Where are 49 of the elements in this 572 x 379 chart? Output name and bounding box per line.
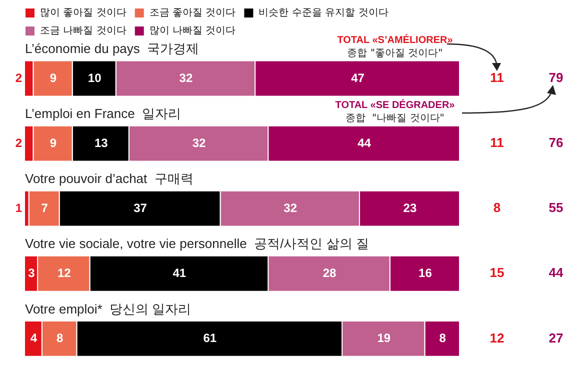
text: 15	[490, 265, 504, 280]
data-label: 32	[192, 136, 206, 150]
annotation: TOTAL «SE DÉGRADER»	[335, 99, 456, 112]
y-tick-label: Votre vie sociale, votre vie personnelle 공적/사적인 삶의 질	[25, 236, 369, 252]
data-label: 28	[322, 266, 336, 280]
text: 44	[548, 265, 564, 280]
legend-label: 조금 나빠질 것이다	[40, 26, 126, 37]
annotation: 종합 "나빠질 것이다"	[346, 112, 444, 124]
data-label: 32	[179, 70, 193, 85]
data-label: 37	[134, 200, 148, 215]
data-label: 44	[358, 136, 372, 150]
y-tick-label: Votre emploi* 당신의 일자리	[25, 301, 192, 316]
data-label: 2	[15, 70, 22, 85]
data-label: 9	[50, 70, 57, 85]
text: 11	[490, 135, 504, 150]
data-label: 7	[41, 200, 48, 215]
data-label: 41	[172, 266, 186, 280]
text: 11	[490, 70, 504, 86]
y-tick-label: L’économie du pays 국가경제	[25, 41, 200, 56]
data-label: 13	[94, 136, 108, 150]
text: 12	[490, 330, 504, 346]
text: 76	[548, 135, 564, 150]
legend-label: 많이 나빠질 것이다	[149, 26, 236, 37]
y-tick-label: Votre pouvoir d’achat 구매력	[25, 171, 194, 186]
data-label: 16	[418, 266, 432, 280]
data-label: 61	[203, 330, 217, 345]
data-label: 47	[351, 70, 365, 85]
data-label: 9	[50, 136, 57, 150]
text: 27	[548, 330, 564, 346]
text: 55	[548, 200, 564, 216]
data-label: 2	[15, 136, 22, 150]
data-label: 12	[57, 266, 72, 280]
annotation: TOTAL «S’AMÉLIORER»	[337, 34, 454, 46]
text: 79	[548, 70, 564, 86]
text: 8	[493, 200, 501, 216]
legend-label: 많이 좋아질 것이다	[40, 8, 126, 19]
data-label: 32	[284, 200, 298, 215]
data-label: 3	[28, 266, 36, 280]
data-label: 1	[15, 200, 22, 215]
data-label: 19	[377, 330, 391, 345]
annotation: 종합 "좋아질 것이다"	[347, 48, 443, 59]
data-label: 8	[439, 330, 446, 345]
legend-label: 조금 좋아질 것이다	[149, 8, 236, 19]
y-tick-label: L’emploi en France 일자리	[25, 106, 182, 122]
data-label: 10	[88, 70, 102, 85]
data-label: 23	[403, 200, 417, 215]
data-label: 4	[30, 330, 38, 345]
data-label: 8	[56, 330, 64, 345]
legend-label: 비슷한 수준을 유지할 것이다	[258, 8, 388, 19]
